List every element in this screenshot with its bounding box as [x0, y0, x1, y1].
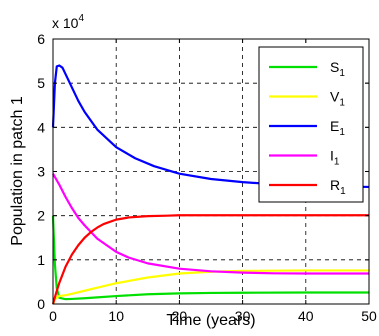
- y-tick-label: 1: [37, 252, 45, 268]
- x-tick-label: 0: [49, 308, 57, 324]
- legend-label-r1: R1: [330, 177, 346, 197]
- series-line-r1: [51, 214, 369, 305]
- legend-label-v1: V1: [330, 89, 345, 109]
- legend-label-s1: S1: [330, 59, 345, 79]
- series-lines: [51, 64, 370, 305]
- y-tick-label: 5: [37, 75, 45, 91]
- series-line-i1: [52, 173, 369, 275]
- axis-ticks: 0 10 20 30 40 50 0 1 2 3 4 5 6: [37, 31, 377, 324]
- y-axis-title: Population in patch 1: [9, 96, 26, 246]
- y-tick-label: 2: [37, 208, 45, 224]
- y-tick-label: 4: [37, 119, 45, 135]
- x-tick-label: 30: [235, 308, 251, 324]
- x-axis-title: Time (years): [166, 312, 255, 329]
- x-tick-label: 20: [172, 308, 188, 324]
- legend-label-i1: I1: [330, 148, 340, 168]
- y-multiplier-base: x 10: [52, 15, 79, 31]
- y-axis-multiplier: x 104: [52, 13, 84, 31]
- y-tick-label: 3: [37, 164, 45, 180]
- legend: S1 V1 E1 I1 R1: [258, 46, 364, 203]
- series-line-v1: [51, 269, 369, 305]
- x-tick-label: 40: [298, 308, 314, 324]
- x-tick-label: 10: [108, 308, 124, 324]
- y-tick-label: 6: [37, 31, 45, 47]
- y-tick-label: 0: [37, 296, 45, 312]
- legend-label-e1: E1: [330, 118, 345, 138]
- x-tick-label: 50: [361, 308, 377, 324]
- legend-box: [258, 46, 364, 203]
- y-multiplier-exponent: 4: [78, 13, 84, 24]
